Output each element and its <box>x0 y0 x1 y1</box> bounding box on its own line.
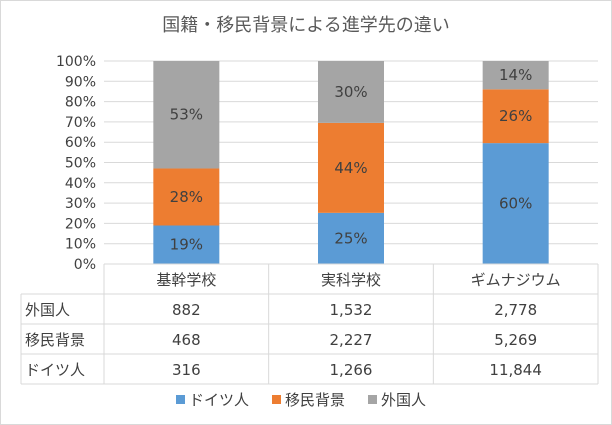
legend-swatch <box>368 395 377 404</box>
bar-segment <box>318 61 384 123</box>
y-tick-label: 70% <box>65 115 96 131</box>
y-tick-label: 90% <box>65 74 96 90</box>
bar-segment <box>482 143 549 264</box>
y-tick-label: 0% <box>74 257 96 273</box>
y-tick-label: 50% <box>65 156 96 172</box>
table-cell: 2,778 <box>494 301 537 319</box>
bar-data-label: 26% <box>499 107 532 125</box>
table-cell: 2,227 <box>330 331 373 349</box>
y-tick-label: 60% <box>65 135 96 151</box>
bar-data-label: 25% <box>334 229 367 247</box>
bar-segment <box>153 225 220 264</box>
table-row-label: 移民背景 <box>25 331 85 349</box>
legend: ドイツ人 移民背景 外国人 <box>176 391 426 409</box>
chart-title: 国籍・移民背景による進学先の違い <box>162 15 449 36</box>
bar-data-label: 53% <box>170 106 203 124</box>
category-label: ギムナジウム <box>471 271 561 289</box>
bar-segment <box>153 61 220 169</box>
y-axis-ticks: 0% 10% 20% 30% 40% 50% 60% 70% 80% 90% 100% <box>56 54 96 273</box>
y-tick-label: 20% <box>65 216 96 232</box>
y-tick-label: 80% <box>65 95 96 111</box>
legend-label: 外国人 <box>381 391 426 409</box>
bar-segment <box>482 61 549 90</box>
bar-data-label: 19% <box>170 236 203 254</box>
bar-data-label: 44% <box>334 159 367 177</box>
table-cell: 882 <box>172 301 201 319</box>
y-tick-label: 30% <box>65 196 96 212</box>
legend-swatch <box>272 395 281 404</box>
bar-segment <box>318 122 384 213</box>
bar-data-label: 14% <box>499 66 532 84</box>
y-tick-label: 100% <box>56 54 96 70</box>
table-cell: 5,269 <box>494 331 537 349</box>
legend-swatch <box>176 395 185 404</box>
table-cell: 1,266 <box>330 361 373 379</box>
bar-data-label: 28% <box>170 188 203 206</box>
table-cell: 11,844 <box>489 361 542 379</box>
legend-label: 移民背景 <box>285 391 345 409</box>
table-row-label: ドイツ人 <box>25 361 85 379</box>
bar-segment <box>482 89 549 144</box>
bar-segment <box>318 212 384 264</box>
bar-data-label: 60% <box>499 195 532 213</box>
y-tick-label: 10% <box>65 237 96 253</box>
table-cell: 468 <box>172 331 201 349</box>
bars: 19% 28% 53% 25% 44% 30% 60% 26% 14% <box>153 61 549 264</box>
category-label: 実科学校 <box>321 271 381 289</box>
table-cell: 316 <box>172 361 201 379</box>
legend-label: ドイツ人 <box>189 391 249 409</box>
category-label: 基幹学校 <box>156 271 216 289</box>
bar-data-label: 30% <box>334 83 367 101</box>
y-tick-label: 40% <box>65 176 96 192</box>
bar-segment <box>153 168 220 226</box>
table-cell: 1,532 <box>330 301 373 319</box>
table-row-label: 外国人 <box>25 301 70 319</box>
